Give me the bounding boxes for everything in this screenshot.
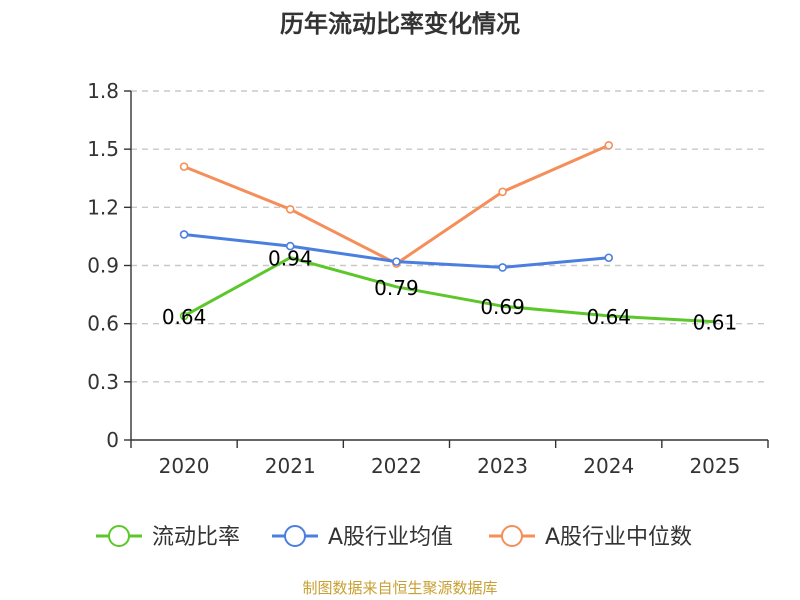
data-point-industry-median [604,140,614,150]
data-label: 0.79 [374,276,419,300]
y-tick-label: 0 [106,428,119,452]
data-point-industry-mean [498,263,507,272]
legend-label: 流动比率 [152,525,240,550]
data-point-industry-mean [285,241,295,251]
y-tick-label: 0.6 [87,312,119,336]
x-tick-label: 2022 [371,454,422,478]
series-line-current-ratio [182,256,717,324]
data-labels: 0.64 0.94 0.79 0.69 0.64 0.61 [162,247,737,335]
series-line-industry-median [182,143,611,266]
x-tick-label: 2023 [477,454,528,478]
data-point-industry-median [179,162,189,171]
x-tick-label: 2025 [689,454,740,478]
data-label: 0.61 [693,311,738,335]
legend[interactable]: 流动比率 A股行业均值 A股行业中位数 [96,525,692,550]
data-label: 0.69 [480,295,525,319]
legend-swatch-marker [501,525,523,547]
legend-swatch-marker [108,525,130,547]
series-lines [179,140,717,324]
grid-lines [131,90,768,383]
legend-label: A股行业中位数 [545,525,692,550]
x-tick-label: 2020 [159,454,210,478]
y-tick-label: 1.8 [87,79,119,103]
data-label: 0.94 [268,247,313,271]
x-tick-label: 2024 [583,454,634,478]
legend-swatch-marker [284,525,306,547]
legend-item-industry-median[interactable]: A股行业中位数 [489,525,692,550]
legend-item-industry-mean[interactable]: A股行业均值 [272,525,453,550]
x-tick-label: 2021 [265,454,316,478]
legend-item-current-ratio[interactable]: 流动比率 [96,525,240,550]
data-point-industry-mean [392,257,401,266]
chart-title: 历年流动比率变化情况 [280,10,520,38]
data-point-current-ratio [179,311,189,321]
legend-label: A股行业均值 [328,525,453,550]
data-point-industry-mean [604,253,614,263]
data-label: 0.64 [162,305,207,329]
axes: 0 0.3 0.6 0.9 1.2 1.5 1.8 2020 2021 2022 2023 2024 2… [87,79,769,478]
y-tick-label: 0.3 [87,370,119,394]
y-tick-label: 0.9 [87,254,119,278]
data-point-industry-median [498,187,507,197]
data-label: 0.64 [586,305,631,329]
source-note: 制图数据来自恒生聚源数据库 [302,579,498,597]
data-point-industry-mean [179,230,189,239]
data-point-industry-median [285,204,295,214]
y-tick-label: 1.5 [87,137,119,161]
y-tick-label: 1.2 [87,195,119,219]
